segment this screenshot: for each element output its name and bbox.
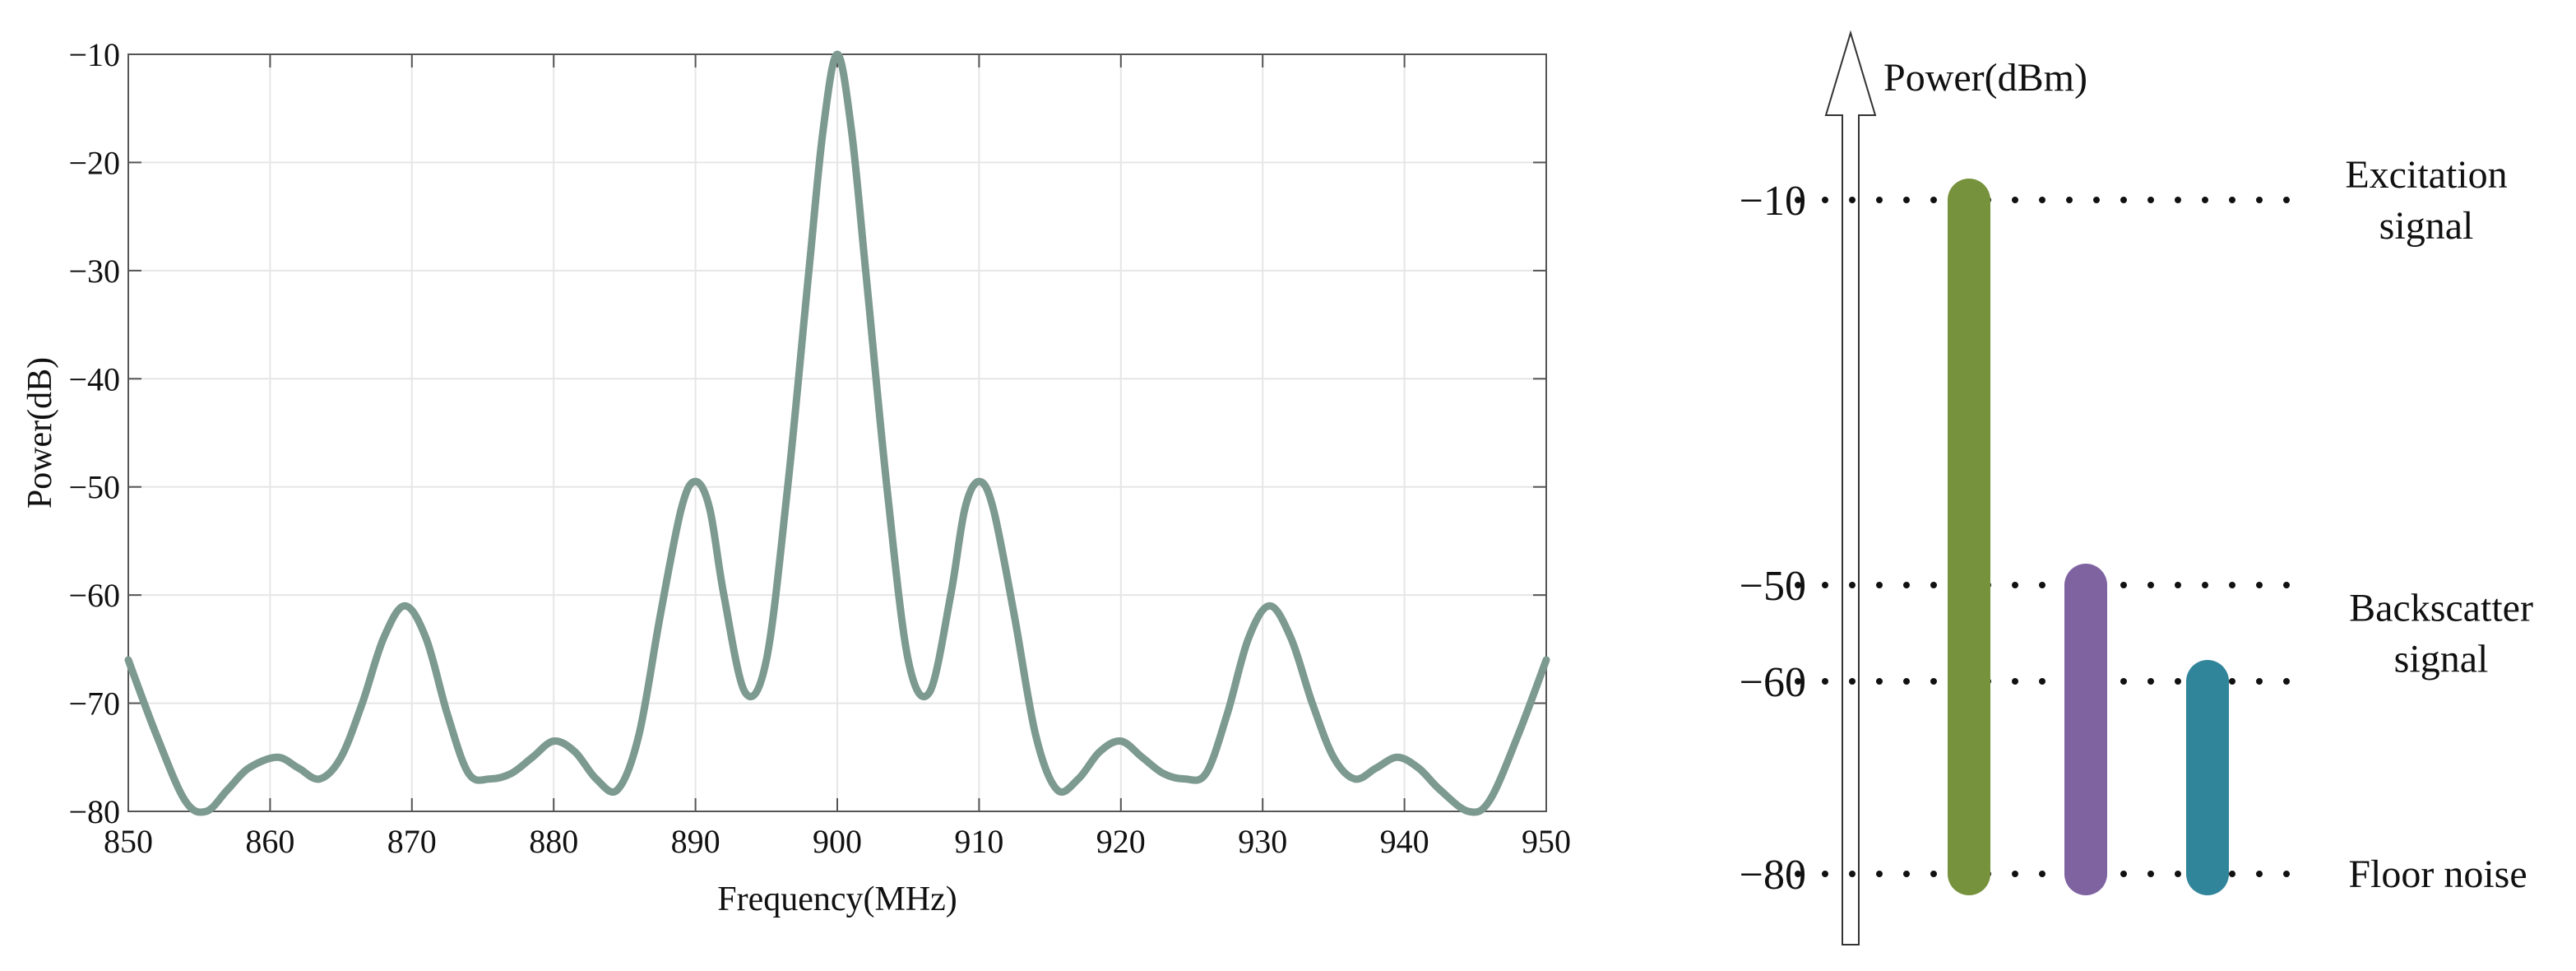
spectrum-gridlines	[127, 53, 1547, 812]
spectrum-x-tick-labels: 850 860 870 880 890 900 910 920 930 940 950	[104, 823, 1571, 860]
x-tick-label: 900	[813, 823, 862, 860]
level-bar	[2186, 660, 2229, 895]
level-bar	[2064, 564, 2107, 895]
y-tick-label: −30	[68, 253, 120, 290]
x-tick-label: 890	[671, 823, 720, 860]
x-tick-label: 850	[104, 823, 153, 860]
spectrum-x-axis-label: Frequency(MHz)	[717, 880, 957, 918]
power-level-diagram: Power(dBm) −10 −50 −60 −80 Excitation signal…	[1740, 30, 2533, 945]
x-tick-label: 920	[1096, 823, 1146, 860]
level-annotation-text: signal	[2394, 638, 2489, 681]
power-axis-label: Power(dBm)	[1883, 56, 2087, 100]
y-tick-label: −40	[68, 360, 120, 397]
level-tick-label: −10	[1740, 178, 1806, 225]
level-annotations: Excitation signal Backscatter signal Floor n…	[2345, 153, 2533, 896]
x-tick-label: 950	[1522, 823, 1571, 860]
spectrum-y-tick-labels: −10 −20 −30 −40 −50 −60 −70 −80	[68, 36, 120, 830]
level-tick-label: −50	[1740, 563, 1806, 610]
spectrum-y-axis-label: Power(dB)	[21, 357, 59, 509]
level-tick-label: −80	[1740, 852, 1806, 899]
y-tick-label: −70	[68, 685, 120, 722]
y-tick-label: −10	[68, 36, 120, 73]
y-tick-label: −20	[68, 144, 120, 181]
x-tick-label: 930	[1238, 823, 1287, 860]
y-tick-label: −60	[68, 577, 120, 614]
x-tick-label: 880	[529, 823, 578, 860]
level-annotation-text: Floor noise	[2348, 853, 2527, 896]
x-tick-label: 940	[1380, 823, 1429, 860]
y-tick-label: −80	[68, 793, 120, 830]
level-annotation-text: Backscatter	[2349, 587, 2533, 630]
level-tick-label: −60	[1740, 659, 1806, 706]
level-bar	[1948, 179, 1990, 895]
level-dotted-lines	[1795, 197, 2306, 877]
x-tick-label: 910	[954, 823, 1003, 860]
level-bars	[1948, 179, 2229, 895]
power-axis-arrow	[1824, 30, 1877, 945]
spectrum-ticks	[127, 53, 1547, 812]
x-tick-label: 870	[387, 823, 437, 860]
y-tick-label: −50	[68, 469, 120, 506]
spectrum-chart: 850 860 870 880 890 900 910 920 930 940 950 −10 −20…	[21, 36, 1571, 918]
spectrum-series-line	[124, 50, 1550, 816]
x-tick-label: 860	[245, 823, 294, 860]
level-annotation-text: Excitation	[2345, 153, 2507, 197]
level-annotation-text: signal	[2379, 204, 2474, 248]
level-tick-labels: −10 −50 −60 −80	[1740, 178, 1806, 899]
